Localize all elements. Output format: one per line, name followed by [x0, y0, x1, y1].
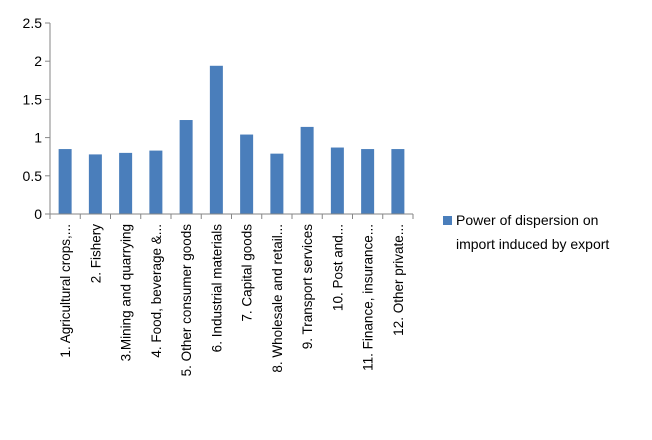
- legend-swatch: [443, 216, 452, 225]
- bar: [270, 153, 284, 214]
- x-category-label: 4. Food, beverage &...: [149, 224, 164, 358]
- x-category-label: 6. Industrial materials: [209, 224, 224, 353]
- bar: [179, 120, 193, 214]
- x-category-label: 7. Capital goods: [240, 224, 255, 322]
- x-category-label: 8. Wholesale and retail...: [270, 224, 285, 373]
- x-category-label: 5. Other consumer goods: [179, 224, 194, 377]
- y-tick-label: 1: [34, 130, 42, 146]
- x-category-label: 1. Agricultural crops,...: [58, 224, 73, 358]
- y-tick-label: 0: [34, 206, 42, 222]
- legend: Power of dispersion on import induced by…: [443, 212, 609, 252]
- y-axis: 0 0.5 1 1.5 2 2.5: [23, 15, 51, 222]
- x-category-label: 3.Mining and quarrying: [119, 224, 134, 361]
- x-category-label: 9. Transport services: [300, 224, 315, 350]
- bar: [240, 134, 254, 214]
- bar: [300, 126, 314, 214]
- bar: [58, 149, 72, 214]
- x-category-label: 10. Post and...: [330, 224, 345, 311]
- bar: [330, 147, 344, 214]
- x-axis: 1. Agricultural crops,... 2. Fishery 3.Min…: [49, 213, 414, 377]
- bar: [149, 150, 163, 214]
- bars: [58, 65, 405, 214]
- bar: [209, 65, 223, 214]
- y-tick-label: 2.5: [23, 15, 43, 31]
- legend-label-line-2: import induced by export: [456, 236, 609, 252]
- y-tick-label: 2: [34, 53, 42, 69]
- x-category-label: 11. Finance, insurance...: [361, 224, 376, 371]
- bar: [361, 149, 375, 214]
- legend-label-line-1: Power of dispersion on: [456, 212, 598, 228]
- y-tick-label: 0.5: [23, 168, 43, 184]
- bar: [119, 152, 133, 214]
- bar: [391, 149, 405, 214]
- y-tick-label: 1.5: [23, 91, 43, 107]
- x-category-label: 12. Other private...: [391, 224, 406, 336]
- bar: [88, 154, 102, 214]
- x-category-label: 2. Fishery: [88, 224, 103, 284]
